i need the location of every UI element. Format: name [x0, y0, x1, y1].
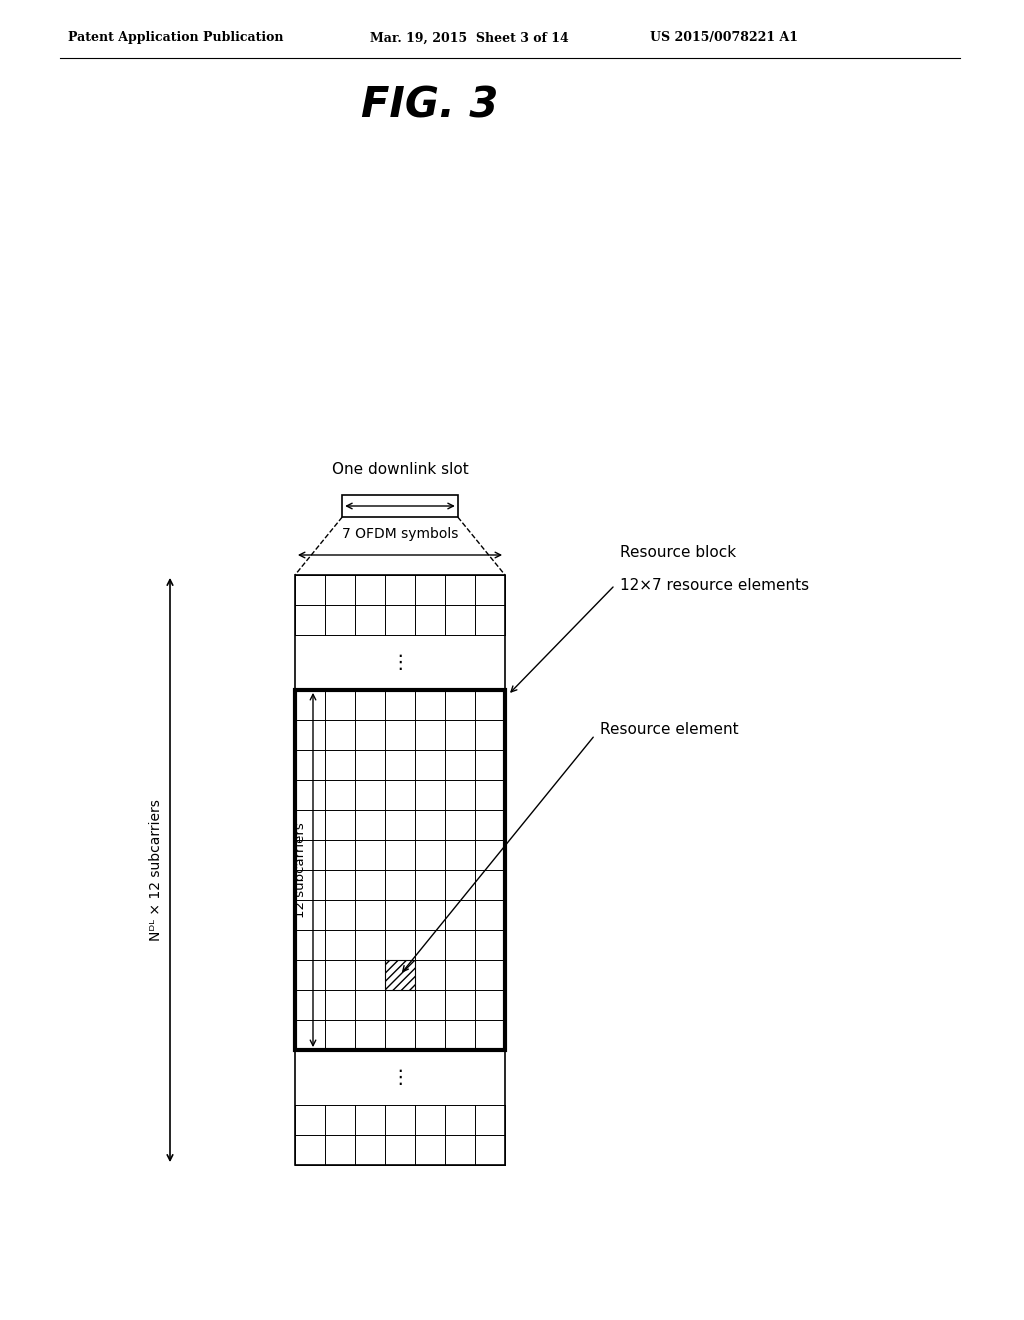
Text: ⋮: ⋮ [390, 653, 410, 672]
Text: Nᴰᴸ × 12 subcarriers: Nᴰᴸ × 12 subcarriers [150, 799, 163, 941]
Text: FIG. 3: FIG. 3 [361, 84, 499, 125]
Bar [385, 960, 415, 990]
Text: 7 OFDM symbols: 7 OFDM symbols [342, 527, 458, 541]
Text: 12×7 resource elements: 12×7 resource elements [620, 578, 809, 593]
Text: US 2015/0078221 A1: US 2015/0078221 A1 [650, 32, 798, 45]
Bar [342, 495, 458, 517]
Text: Mar. 19, 2015  Sheet 3 of 14: Mar. 19, 2015 Sheet 3 of 14 [370, 32, 568, 45]
Bar [295, 690, 505, 1049]
Text: 12 subcarriers: 12 subcarriers [295, 822, 307, 917]
Text: Resource element: Resource element [600, 722, 738, 738]
Text: One downlink slot: One downlink slot [332, 462, 468, 477]
Bar [295, 576, 505, 1166]
Text: Patent Application Publication: Patent Application Publication [68, 32, 284, 45]
Text: ⋮: ⋮ [390, 1068, 410, 1086]
Text: Resource block: Resource block [620, 545, 736, 560]
